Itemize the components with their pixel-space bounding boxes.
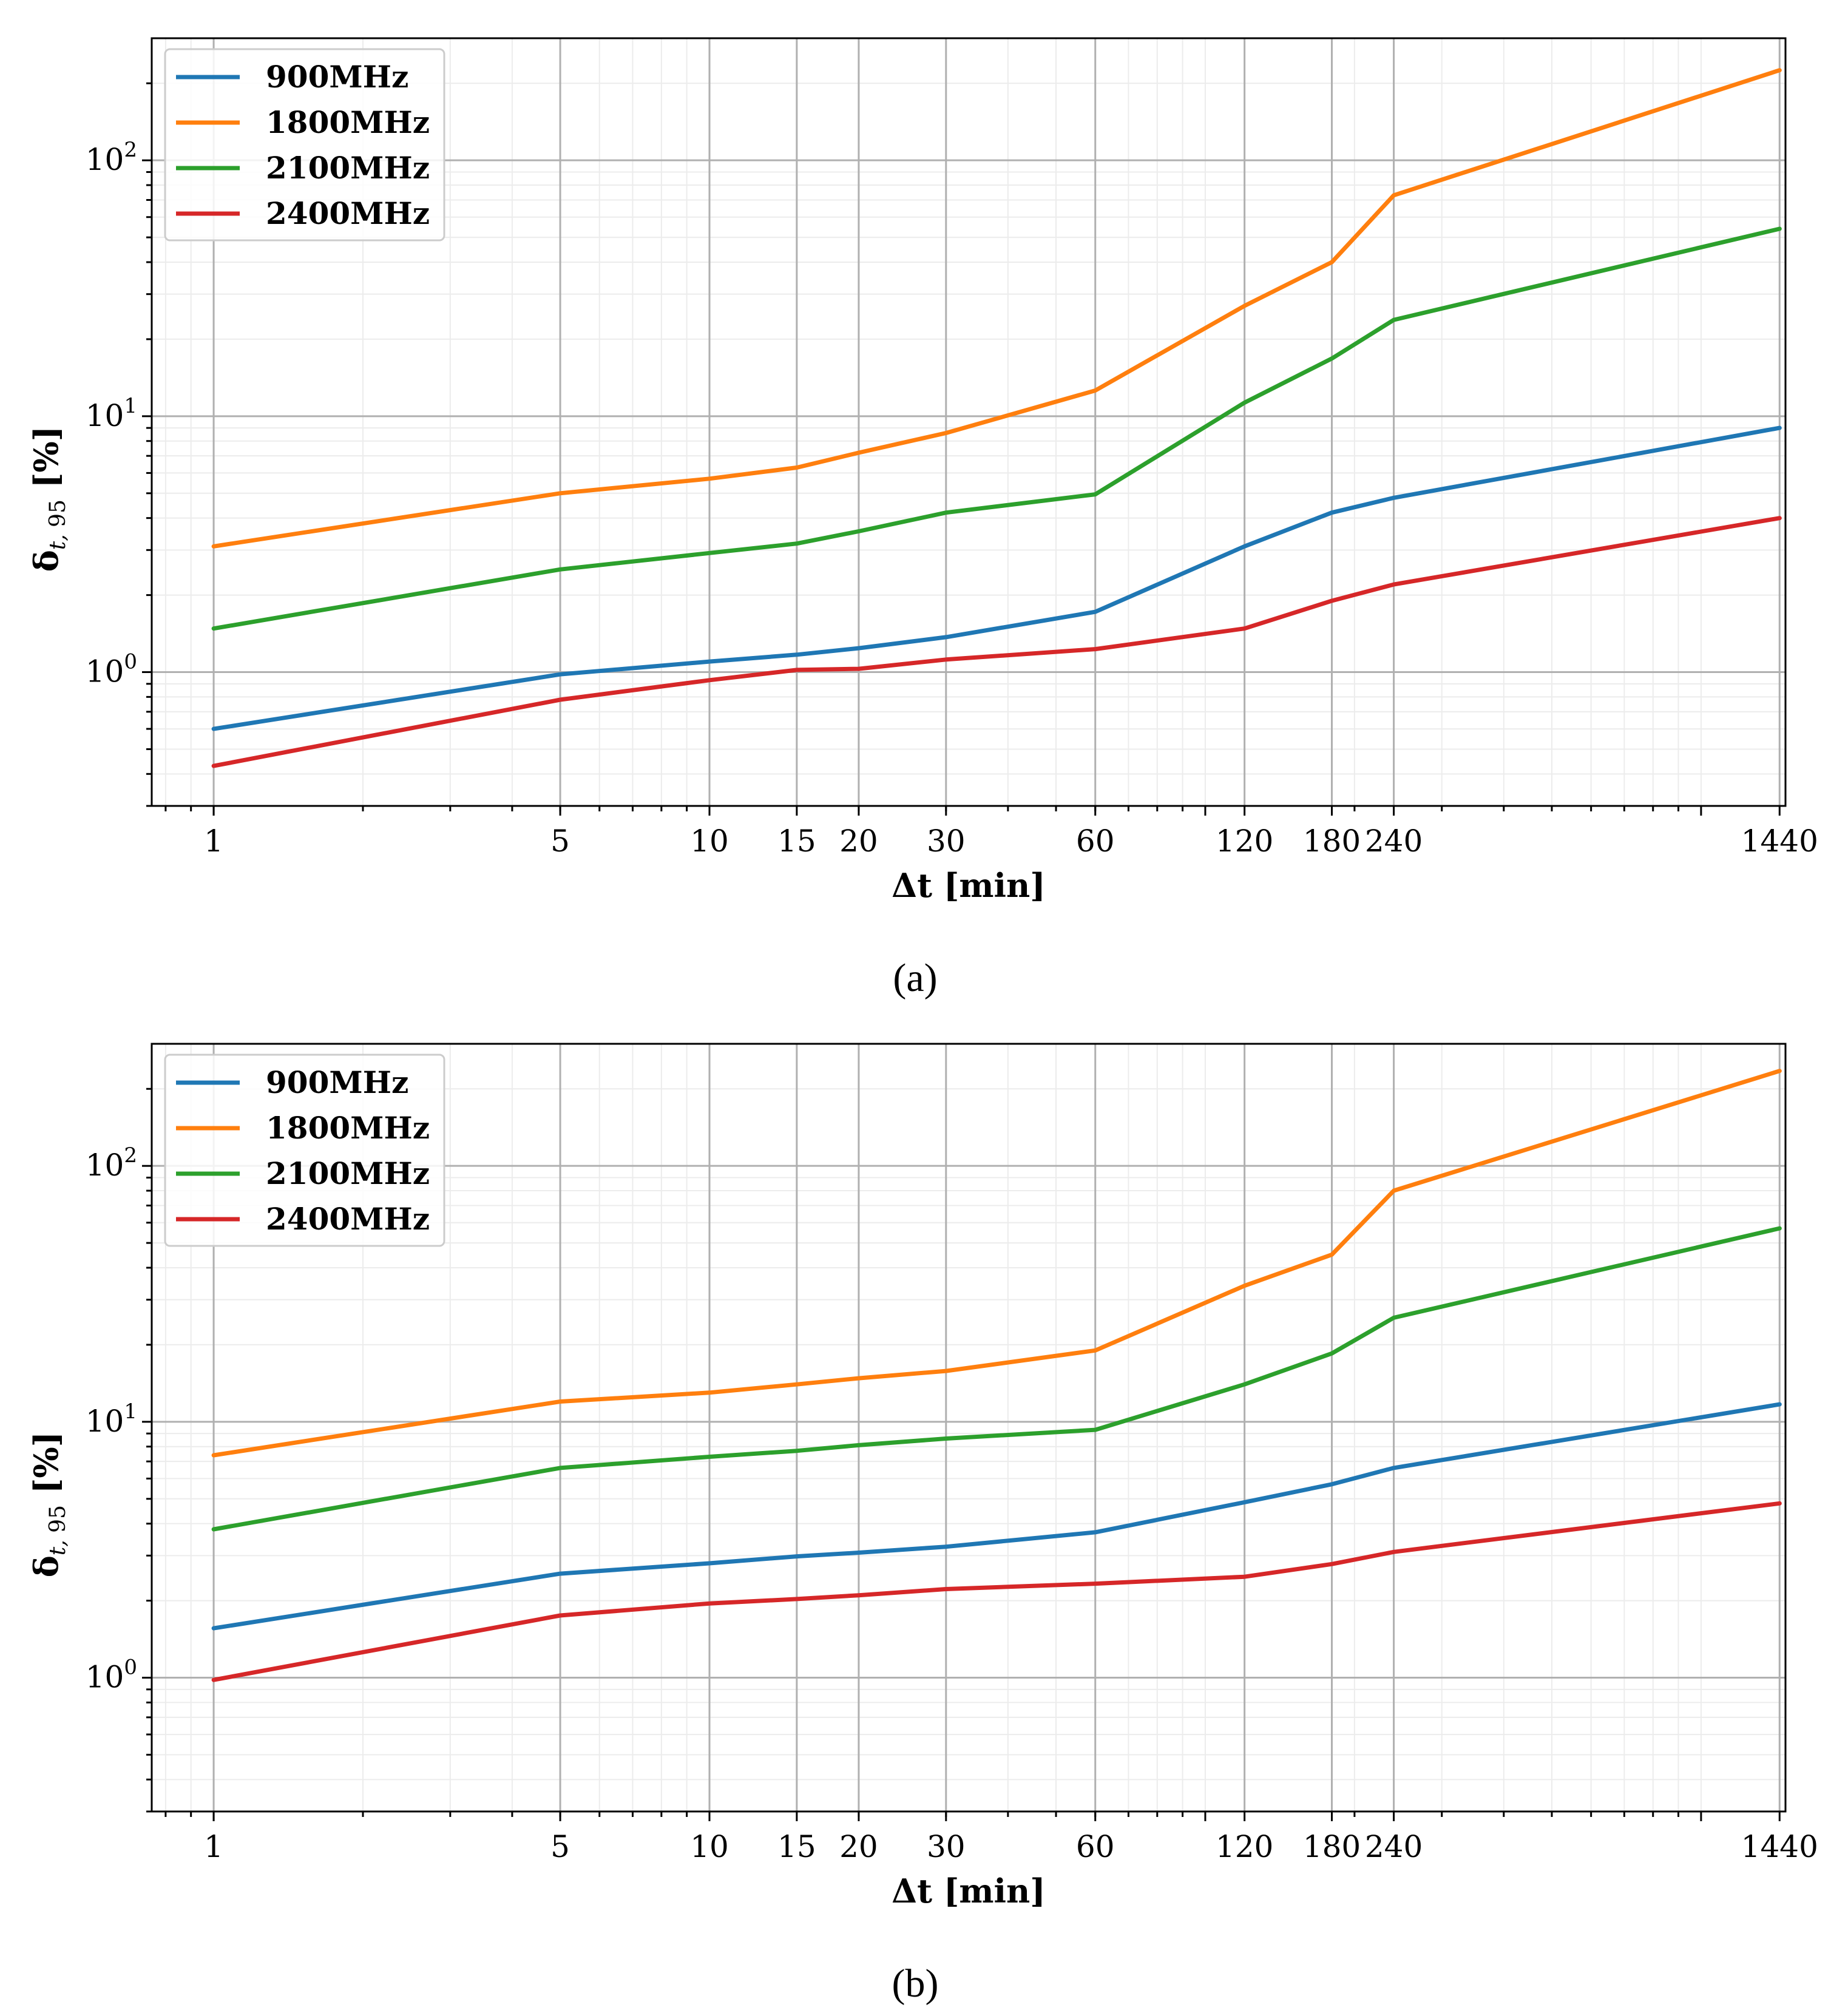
plot-frame: [151, 1043, 1787, 1813]
legend-label-2100MHz: 2100MHz: [266, 150, 430, 186]
series-line-2100MHz: [211, 226, 1782, 631]
x-tick-label: 60: [1076, 824, 1115, 859]
x-tick-label: 1440: [1741, 824, 1818, 859]
legend-label-900MHz: 900MHz: [266, 1064, 408, 1100]
plot-frame: [151, 37, 1787, 807]
x-tick-label: 120: [1216, 1829, 1273, 1864]
x-tick-label: 240: [1365, 824, 1423, 859]
legend-box: [164, 48, 445, 242]
series-line-1800MHz: [211, 68, 1782, 549]
x-tick-label: 30: [927, 1829, 966, 1864]
legend-label-2100MHz: 2100MHz: [266, 1155, 430, 1191]
x-tick-label: 5: [550, 824, 570, 859]
x-tick-label: 1440: [1741, 1829, 1818, 1864]
x-tick-label: 5: [550, 1829, 570, 1864]
x-tick-label: 1: [204, 824, 223, 859]
x-tick-label: 30: [927, 824, 966, 859]
x-tick-label: 15: [777, 824, 816, 859]
x-axis-label: Δt [min]: [892, 866, 1046, 905]
series-line-900MHz: [211, 1402, 1782, 1631]
legend: 900MHz 1800MHz 2100MHz 2400MHz: [164, 48, 445, 242]
x-tick-label: 180: [1303, 824, 1361, 859]
x-tick-label: 20: [839, 1829, 878, 1864]
x-tick-label: 240: [1365, 1829, 1423, 1864]
y-tick-label: 101: [86, 1399, 137, 1439]
x-tick-label: 1: [204, 1829, 223, 1864]
x-tick-label: 120: [1216, 824, 1273, 859]
legend-label-2400MHz: 2400MHz: [266, 1201, 430, 1237]
series-line-2100MHz: [211, 1226, 1782, 1532]
x-tick-label: 15: [777, 1829, 816, 1864]
x-tick-label: 60: [1076, 1829, 1115, 1864]
y-tick-label: 102: [86, 1143, 137, 1183]
x-tick-label: 180: [1303, 1829, 1361, 1864]
x-tick-label: 10: [690, 824, 729, 859]
series-line-2400MHz: [211, 516, 1782, 768]
legend-label-2400MHz: 2400MHz: [266, 195, 430, 231]
legend-label-900MHz: 900MHz: [266, 59, 408, 95]
y-tick-label: 100: [86, 650, 137, 689]
y-tick-label: 102: [86, 138, 137, 177]
x-tick-label: 10: [690, 1829, 729, 1864]
panel-caption: (b): [892, 1961, 939, 2006]
x-axis-label: Δt [min]: [892, 1872, 1046, 1910]
legend-label-1800MHz: 1800MHz: [266, 104, 430, 140]
series-line-1800MHz: [211, 1069, 1782, 1458]
x-tick-label: 20: [839, 824, 878, 859]
series-line-2400MHz: [211, 1501, 1782, 1682]
legend-box: [164, 1054, 445, 1247]
panel-caption: (a): [893, 956, 937, 1000]
legend-label-1800MHz: 1800MHz: [266, 1110, 430, 1146]
y-tick-label: 101: [86, 394, 137, 433]
series-line-900MHz: [211, 425, 1782, 731]
legend: 900MHz 1800MHz 2100MHz 2400MHz: [164, 1054, 445, 1247]
y-tick-label: 100: [86, 1656, 137, 1695]
